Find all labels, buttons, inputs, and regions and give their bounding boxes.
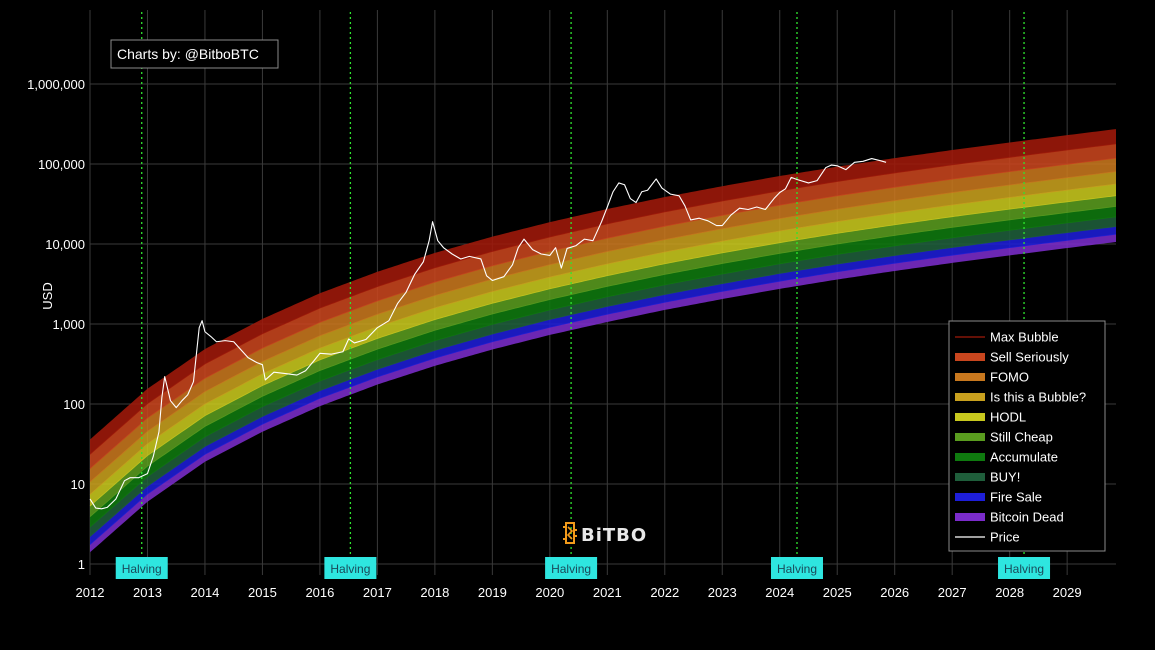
halving-label: Halving	[324, 557, 377, 579]
legend-swatch-band	[955, 373, 985, 381]
x-tick-label: 2028	[995, 585, 1024, 600]
x-tick-label: 2025	[823, 585, 852, 600]
halving-label: Halving	[770, 557, 823, 579]
x-tick-label: 2015	[248, 585, 277, 600]
legend[interactable]: Max Bubble Sell Seriously FOMO Is this a Bu…	[948, 320, 1106, 552]
halving-label-bg	[998, 557, 1051, 579]
x-tick-label: 2024	[765, 585, 794, 600]
legend-item[interactable]: Accumulate	[955, 450, 1058, 465]
legend-swatch-band	[955, 493, 985, 501]
x-tick-label: 2026	[880, 585, 909, 600]
legend-label: Is this a Bubble?	[990, 390, 1086, 405]
halving-labels: Halving Halving Halving Halving Halving	[115, 557, 1051, 579]
x-tick-label: 2018	[420, 585, 449, 600]
y-tick-label: 100,000	[38, 157, 85, 172]
legend-label: Accumulate	[990, 450, 1058, 465]
band-boundary-line	[89, 195, 1117, 507]
halving-label: Halving	[545, 557, 598, 579]
legend-item[interactable]: Fire Sale	[955, 490, 1042, 505]
legend-item[interactable]: Price	[955, 530, 1020, 545]
band-boundary-line	[89, 171, 1117, 483]
legend-swatch-band	[955, 473, 985, 481]
halving-label: Halving	[115, 557, 168, 579]
legend-label: Still Cheap	[990, 430, 1053, 445]
x-tick-label: 2020	[535, 585, 564, 600]
legend-label: Sell Seriously	[990, 350, 1069, 365]
halving-label-text: Halving	[1004, 562, 1044, 576]
band-boundary-line	[89, 143, 1117, 455]
legend-swatch-band	[955, 353, 985, 361]
halving-label-text: Halving	[330, 562, 370, 576]
x-tick-label: 2016	[305, 585, 334, 600]
y-tick-label: 1,000,000	[27, 77, 85, 92]
price-line	[89, 158, 887, 510]
halving-label-bg	[545, 557, 598, 579]
y-tick-label: 10,000	[45, 237, 85, 252]
credit-text: Charts by: @BitboBTC	[117, 46, 259, 62]
axes: 2012 2013 2014 2015 2016 2017 2018 2019 2020 2021…	[27, 77, 1081, 600]
y-tick-label: 100	[63, 397, 85, 412]
x-tick-label: 2014	[190, 585, 219, 600]
legend-swatch-band	[955, 453, 985, 461]
legend-item[interactable]: Still Cheap	[955, 430, 1053, 445]
halving-label-bg	[115, 557, 168, 579]
halving-label-text: Halving	[777, 562, 817, 576]
legend-swatch-band	[955, 413, 985, 421]
legend-swatch-band	[955, 513, 985, 521]
watermark-text: BiTBO	[581, 525, 647, 546]
x-tick-label: 2027	[938, 585, 967, 600]
rainbow-bands	[89, 129, 1117, 553]
x-tick-label: 2023	[708, 585, 737, 600]
halving-label-text: Halving	[122, 562, 162, 576]
legend-label: FOMO	[990, 370, 1029, 385]
band-boundary-line	[89, 216, 1117, 528]
x-tick-label: 2012	[76, 585, 105, 600]
x-tick-label: 2029	[1053, 585, 1082, 600]
legend-item[interactable]: Max Bubble	[955, 330, 1059, 345]
bitbo-logo-icon	[563, 522, 577, 544]
y-axis-title: USD	[40, 282, 55, 309]
legend-item[interactable]: Sell Seriously	[955, 350, 1069, 365]
halving-label-text: Halving	[551, 562, 591, 576]
halving-label-bg	[770, 557, 823, 579]
legend-label: Bitcoin Dead	[990, 510, 1064, 525]
x-tick-label: 2017	[363, 585, 392, 600]
x-tick-label: 2013	[133, 585, 162, 600]
legend-label: Max Bubble	[990, 330, 1059, 345]
legend-item[interactable]: Is this a Bubble?	[955, 390, 1086, 405]
bitbo-watermark: BiTBO	[563, 522, 647, 546]
band-boundary-line	[89, 233, 1117, 545]
halving-label: Halving	[998, 557, 1051, 579]
credit-box[interactable]: Charts by: @BitboBTC	[110, 39, 279, 69]
legend-swatch-band	[955, 433, 985, 441]
legend-label: Price	[990, 530, 1020, 545]
x-tick-label: 2022	[650, 585, 679, 600]
legend-swatch-band	[955, 393, 985, 401]
band-boundary-line	[89, 183, 1117, 495]
halving-lines	[141, 12, 1025, 575]
credit-box-border	[110, 39, 279, 69]
y-tick-label: 10	[71, 477, 85, 492]
legend-label: BUY!	[990, 470, 1020, 485]
band-boundary-line	[89, 226, 1117, 537]
legend-label: HODL	[990, 410, 1026, 425]
band-boundary-line	[89, 157, 1117, 469]
legend-item[interactable]: Bitcoin Dead	[955, 510, 1064, 525]
band-boundary-line	[89, 206, 1117, 518]
legend-item[interactable]: BUY!	[955, 470, 1020, 485]
price-series	[89, 158, 887, 510]
legend-item[interactable]: HODL	[955, 410, 1026, 425]
x-tick-label: 2021	[593, 585, 622, 600]
x-tick-label: 2019	[478, 585, 507, 600]
y-tick-label: 1,000	[52, 317, 85, 332]
legend-label: Fire Sale	[990, 490, 1042, 505]
halving-label-bg	[324, 557, 377, 579]
legend-item[interactable]: FOMO	[955, 370, 1029, 385]
y-tick-label: 1	[78, 557, 85, 572]
